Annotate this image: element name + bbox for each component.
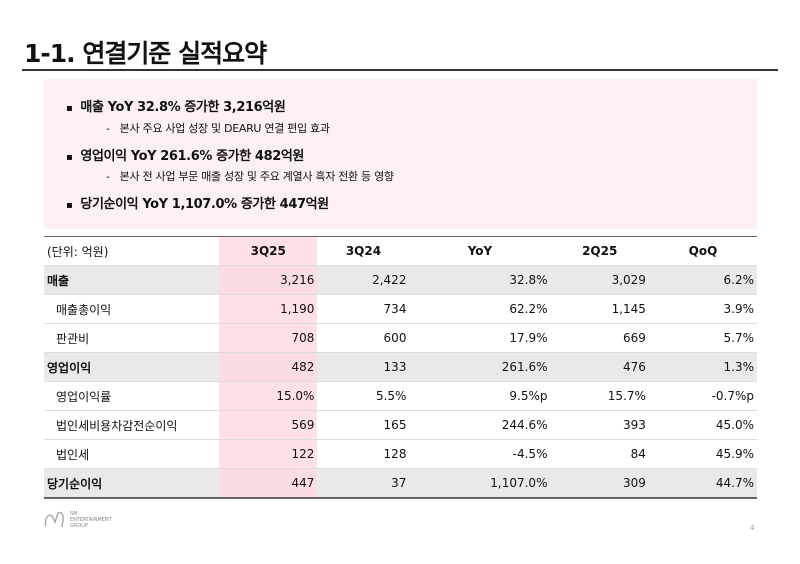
- col-header: 3Q25: [219, 236, 318, 266]
- row-label: 판관비: [44, 323, 219, 353]
- table-header: (단위: 억원) 3Q25 3Q24 YoY 2Q25 QoQ: [44, 236, 757, 266]
- summary-sub: 본사 전 사업 부문 매출 성장 및 주요 계열사 흑자 전환 등 영향: [106, 168, 394, 184]
- cell-value: 15.0%: [219, 381, 318, 411]
- cell-value: 2,422: [317, 265, 410, 295]
- row-label: 영업이익률: [44, 381, 219, 411]
- cell-value: 45.9%: [648, 439, 757, 469]
- cell-value: 393: [550, 410, 649, 440]
- summary-bullet: 매출 YoY 32.8% 증가한 3,216억원: [66, 96, 285, 115]
- cell-value: 3,029: [550, 265, 649, 295]
- cell-value: 734: [317, 294, 410, 324]
- col-header: QoQ: [648, 236, 757, 266]
- summary-bullet: 당기순이익 YoY 1,107.0% 증가한 447억원: [66, 193, 329, 212]
- cell-value: 569: [219, 410, 318, 440]
- table-row: 당기순이익 447 37 1,107.0% 309 44.7%: [44, 468, 757, 499]
- summary-sub: 본사 주요 사업 성장 및 DEARU 연결 편입 효과: [106, 120, 330, 136]
- cell-value: 45.0%: [648, 410, 757, 440]
- cell-value: 165: [317, 410, 410, 440]
- cell-value: 708: [219, 323, 318, 353]
- table-row: 영업이익률 15.0% 5.5% 9.5%p 15.7% -0.7%p: [44, 381, 757, 411]
- row-label: 당기순이익: [44, 468, 219, 499]
- cell-value: 62.2%: [409, 294, 551, 324]
- col-header: 2Q25: [550, 236, 649, 266]
- results-table: (단위: 억원) 3Q25 3Q24 YoY 2Q25 QoQ 매출 3,216 2…: [44, 236, 757, 499]
- page-number: 4: [750, 524, 755, 532]
- table-row: 판관비 708 600 17.9% 669 5.7%: [44, 323, 757, 353]
- company-logo: SM ENTERTAINMENT GROUP: [44, 510, 112, 530]
- cell-value: 44.7%: [648, 468, 757, 499]
- page-title: 1-1. 연결기준 실적요약: [24, 39, 267, 68]
- cell-value: 482: [219, 352, 318, 382]
- col-header: YoY: [409, 236, 551, 266]
- row-label: 영업이익: [44, 352, 219, 382]
- cell-value: 261.6%: [409, 352, 551, 382]
- row-label: 매출: [44, 265, 219, 295]
- cell-value: 447: [219, 468, 318, 499]
- table-row: 영업이익 482 133 261.6% 476 1.3%: [44, 352, 757, 382]
- row-label: 법인세비용차감전순이익: [44, 410, 219, 440]
- unit-label: (단위: 억원): [44, 236, 219, 266]
- cell-value: 3,216: [219, 265, 318, 295]
- summary-bullet: 영업이익 YoY 261.6% 증가한 482억원: [66, 145, 304, 164]
- cell-value: 37: [317, 468, 410, 499]
- logo-text: SM ENTERTAINMENT GROUP: [70, 511, 112, 529]
- cell-value: 1,190: [219, 294, 318, 324]
- cell-value: 128: [317, 439, 410, 469]
- cell-value: 244.6%: [409, 410, 551, 440]
- summary-box: 매출 YoY 32.8% 증가한 3,216억원 본사 주요 사업 성장 및 D…: [44, 79, 757, 229]
- cell-value: 669: [550, 323, 649, 353]
- cell-value: 600: [317, 323, 410, 353]
- row-label: 매출총이익: [44, 294, 219, 324]
- sm-logo-icon: [44, 511, 64, 528]
- table-row: 매출총이익 1,190 734 62.2% 1,145 3.9%: [44, 294, 757, 324]
- cell-value: 309: [550, 468, 649, 499]
- cell-value: 5.7%: [648, 323, 757, 353]
- cell-value: 3.9%: [648, 294, 757, 324]
- table-row: 법인세비용차감전순이익 569 165 244.6% 393 45.0%: [44, 410, 757, 440]
- title-divider: [22, 69, 778, 71]
- cell-value: 476: [550, 352, 649, 382]
- table-row: 매출 3,216 2,422 32.8% 3,029 6.2%: [44, 265, 757, 295]
- cell-value: 84: [550, 439, 649, 469]
- col-header: 3Q24: [317, 236, 410, 266]
- cell-value: 6.2%: [648, 265, 757, 295]
- table-row: 법인세 122 128 -4.5% 84 45.9%: [44, 439, 757, 469]
- cell-value: -0.7%p: [648, 381, 757, 411]
- cell-value: 15.7%: [550, 381, 649, 411]
- cell-value: 17.9%: [409, 323, 551, 353]
- cell-value: 9.5%p: [409, 381, 551, 411]
- row-label: 법인세: [44, 439, 219, 469]
- cell-value: 122: [219, 439, 318, 469]
- cell-value: 1,107.0%: [409, 468, 551, 499]
- cell-value: 133: [317, 352, 410, 382]
- cell-value: 1.3%: [648, 352, 757, 382]
- cell-value: 1,145: [550, 294, 649, 324]
- cell-value: -4.5%: [409, 439, 551, 469]
- cell-value: 32.8%: [409, 265, 551, 295]
- cell-value: 5.5%: [317, 381, 410, 411]
